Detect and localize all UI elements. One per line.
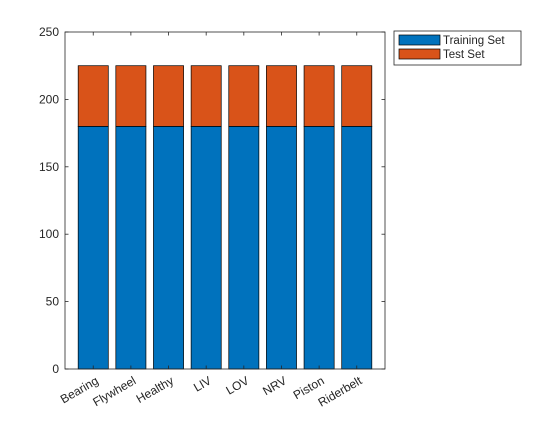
- bar-training-bearing: [77, 126, 109, 370]
- legend-label-training: Training Set: [443, 35, 505, 47]
- x-tick-label: LOV: [224, 373, 252, 397]
- legend: Training Set Test Set: [393, 30, 522, 66]
- bar-training-lov: [228, 126, 260, 370]
- bar-test-healthy: [153, 65, 184, 127]
- y-tick-label: 200: [39, 92, 59, 106]
- x-tick-label: Healthy: [134, 373, 176, 405]
- bar-training-nrv: [266, 126, 297, 370]
- y-tick-label: 50: [46, 295, 60, 309]
- y-axis: 0 50 100 150 200 250: [39, 25, 385, 376]
- x-tick-label: LIV: [191, 373, 214, 394]
- x-tick-label: Riderbelt: [316, 373, 365, 409]
- bar-training-liv: [190, 126, 222, 370]
- y-tick-label: 100: [39, 227, 59, 241]
- bar-test-piston: [303, 65, 335, 127]
- legend-swatch-test: [398, 48, 441, 60]
- bar-training-riderbelt: [341, 126, 373, 370]
- x-tick-label: Flywheel: [90, 373, 138, 409]
- bars-layer: [77, 65, 373, 370]
- y-tick-label: 150: [39, 160, 59, 174]
- legend-label-test: Test Set: [443, 49, 485, 61]
- axes-box: [64, 31, 386, 370]
- bar-test-riderbelt: [341, 65, 373, 127]
- bar-training-flywheel: [115, 126, 147, 370]
- bar-test-nrv: [266, 65, 297, 127]
- x-tick-label: NRV: [260, 373, 289, 398]
- bar-test-bearing: [77, 65, 109, 127]
- bar-test-flywheel: [115, 65, 147, 127]
- y-tick-label: 250: [39, 25, 59, 39]
- bar-training-piston: [303, 126, 335, 370]
- legend-swatch-training: [398, 34, 441, 46]
- bar-test-liv: [190, 65, 222, 127]
- bar-test-lov: [228, 65, 260, 127]
- y-tick-label: 0: [52, 362, 59, 376]
- bar-training-healthy: [153, 126, 184, 370]
